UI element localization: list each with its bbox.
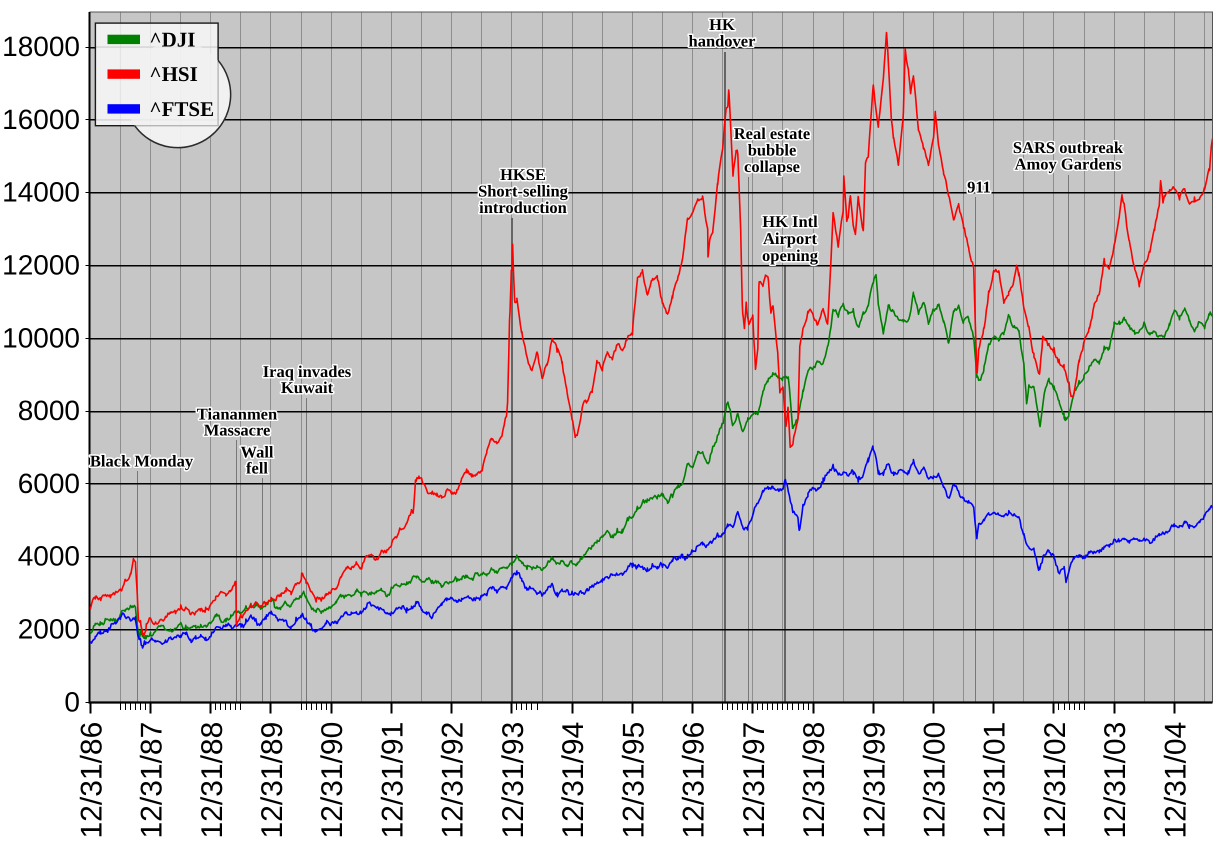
svg-text:12/31/88: 12/31/88 (196, 722, 229, 839)
svg-text:^HSI: ^HSI (149, 62, 197, 86)
svg-text:12/31/89: 12/31/89 (256, 722, 289, 839)
svg-text:12/31/96: 12/31/96 (678, 722, 711, 839)
svg-text:Massacre: Massacre (204, 420, 271, 439)
svg-text:2000: 2000 (18, 614, 80, 645)
svg-text:Real estate: Real estate (734, 124, 811, 143)
svg-text:Short-selling: Short-selling (478, 182, 569, 201)
svg-text:911: 911 (967, 178, 991, 197)
svg-text:Black Monday: Black Monday (90, 452, 194, 471)
svg-text:HKSE: HKSE (500, 165, 546, 184)
svg-text:SARS outbreak: SARS outbreak (1013, 138, 1124, 157)
svg-text:12/31/90: 12/31/90 (316, 722, 349, 839)
svg-text:12/31/94: 12/31/94 (557, 722, 590, 839)
svg-text:12/31/95: 12/31/95 (617, 722, 650, 839)
svg-text:0: 0 (64, 686, 80, 717)
svg-text:12/31/97: 12/31/97 (738, 722, 771, 839)
svg-text:opening: opening (762, 246, 819, 265)
svg-text:12000: 12000 (2, 250, 80, 281)
svg-text:12/31/04: 12/31/04 (1159, 722, 1192, 839)
svg-text:12/31/00: 12/31/00 (919, 722, 952, 839)
svg-text:handover: handover (689, 32, 756, 51)
svg-text:12/31/99: 12/31/99 (858, 722, 891, 839)
svg-text:Kuwait: Kuwait (281, 378, 334, 397)
svg-text:Tiananmen: Tiananmen (197, 404, 277, 423)
svg-text:12/31/87: 12/31/87 (136, 722, 169, 839)
svg-text:18000: 18000 (2, 31, 80, 62)
svg-text:8000: 8000 (18, 395, 80, 426)
svg-text:fell: fell (246, 459, 268, 478)
svg-text:12/31/86: 12/31/86 (75, 722, 108, 839)
svg-text:Amoy Gardens: Amoy Gardens (1015, 155, 1122, 174)
svg-text:Airport: Airport (763, 229, 818, 248)
svg-text:^DJI: ^DJI (149, 28, 195, 52)
svg-text:bubble: bubble (748, 141, 797, 160)
svg-text:Iraq invades: Iraq invades (263, 362, 352, 381)
svg-text:10000: 10000 (2, 322, 80, 353)
svg-text:12/31/02: 12/31/02 (1039, 722, 1072, 839)
svg-text:^FTSE: ^FTSE (149, 97, 214, 121)
svg-text:HK: HK (709, 15, 735, 34)
svg-text:12/31/03: 12/31/03 (1099, 722, 1132, 839)
svg-text:6000: 6000 (18, 468, 80, 499)
svg-text:12/31/93: 12/31/93 (497, 722, 530, 839)
svg-text:14000: 14000 (2, 177, 80, 208)
svg-text:12/31/98: 12/31/98 (798, 722, 831, 839)
svg-text:12/31/92: 12/31/92 (437, 722, 470, 839)
svg-text:collapse: collapse (744, 157, 800, 176)
svg-text:4000: 4000 (18, 541, 80, 572)
svg-text:16000: 16000 (2, 104, 80, 135)
svg-text:12/31/01: 12/31/01 (979, 722, 1012, 839)
svg-text:HK Intl: HK Intl (762, 212, 818, 231)
svg-text:introduction: introduction (479, 198, 567, 217)
svg-text:Wall: Wall (240, 443, 273, 462)
svg-text:12/31/91: 12/31/91 (376, 722, 409, 839)
